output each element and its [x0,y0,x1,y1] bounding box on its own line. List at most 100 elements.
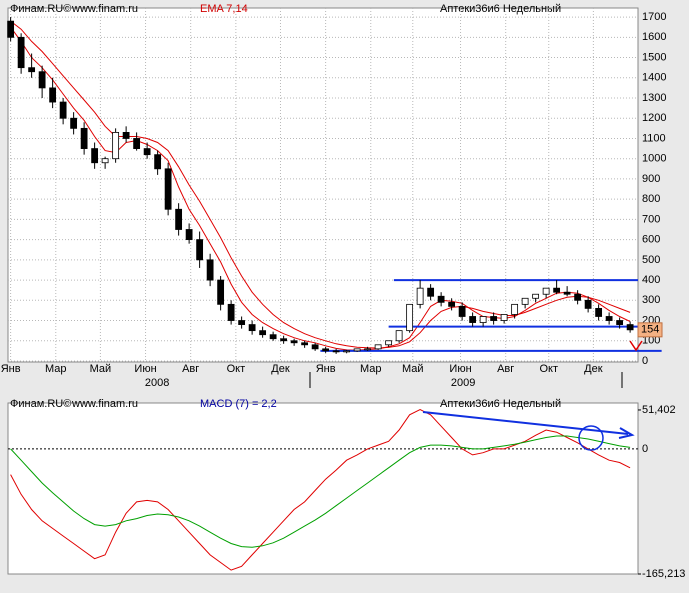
candle-body [217,279,225,305]
y-tick-label: 1600 [642,31,666,43]
x-tick-label: Окт [227,363,246,375]
candle-body [469,316,477,323]
candle-body [28,67,36,73]
candle-body [427,287,435,297]
candle-body [59,101,67,119]
source: Финам.RU© [10,398,71,410]
candle-body [206,259,214,281]
candle-body [616,320,624,325]
candle-body [511,303,519,315]
candle-body [574,293,582,301]
x-tick-label: Мар [360,363,382,375]
x-tick-label: Дек [584,363,603,375]
candle-body [553,287,561,293]
y-tick-label: 1300 [642,92,666,104]
candle-body [301,342,309,346]
y-tick-label: 1400 [642,72,666,84]
candle-body [185,229,193,241]
candle-body [458,305,466,317]
candle-body [227,303,235,321]
candle-body [311,344,319,350]
y-tick-label: 100 [642,335,660,347]
x-tick-label: Янв [1,363,21,375]
candle-body [91,148,99,164]
candle-body [500,314,508,321]
last-price-box [637,322,663,338]
y-tick-label: 1100 [642,132,666,144]
source: Финам.RU© [10,3,71,15]
candle-body [122,132,130,139]
candle-body [563,291,571,295]
candle-body [101,158,109,164]
source-url: www.finam.ru [71,398,138,410]
last-price: 154 [641,324,659,336]
chart-title: Аптеки36и6 Недельный [440,3,561,15]
source-url: www.finam.ru [71,3,138,15]
macd-panel [7,402,639,575]
x-tick-label: Янв [316,363,336,375]
candle-body [49,87,57,103]
indicator: EMA 7,14 [200,3,248,15]
candle-body [70,117,78,129]
candle-body [175,208,183,230]
arrow-head [618,427,635,439]
x-tick-label: Июн [134,363,156,375]
candle-body [490,316,498,321]
circle-mark [578,425,604,451]
candle-body [521,297,529,305]
chart-title: Аптеки36и6 Недельный [440,398,561,410]
y-tick-label: 51,402 [642,404,676,416]
series-line [10,408,631,571]
candle-body [290,340,298,344]
price-panel [7,7,639,363]
candle-body [154,154,162,170]
candle-body [353,348,361,352]
candle-body [269,334,277,340]
candle-body [479,316,487,323]
candle-body [448,301,456,307]
x-tick-label: Дек [271,363,290,375]
candle-body [259,330,267,336]
series-line [10,435,631,548]
x-tick-label: Май [402,363,424,375]
y-tick-label: 800 [642,193,660,205]
candle-body [248,324,256,332]
indicator: MACD (7) = 2,2 [200,398,277,410]
x-tick-label: Июн [449,363,471,375]
candle-body [164,168,172,210]
y-tick-label: 700 [642,213,660,225]
candle-body [374,344,382,350]
candle-body [343,350,351,353]
y-tick-label: 600 [642,234,660,246]
candle-body [332,350,340,353]
y-tick-label: 400 [642,274,660,286]
candle-body [38,71,46,89]
candle-body [437,295,445,303]
candle-body [542,287,550,295]
candle-body [584,299,592,309]
marks: 0100200300400500600700800900100011001200… [1,8,685,580]
candle-body [416,287,424,305]
candle-body [532,293,540,299]
arrow-head [629,340,643,352]
candle-body [626,324,634,331]
year-label: 2008 [145,377,169,389]
candle-body [605,316,613,321]
candle-body [364,348,372,351]
x-tick-label: Авг [182,363,199,375]
x-tick-label: Мар [45,363,67,375]
candle-body [112,132,120,160]
candle-body [17,36,25,69]
x-tick-label: Май [90,363,112,375]
candle-body [322,348,330,352]
candle-body [80,127,88,149]
y-tick-label: 300 [642,294,660,306]
y-tick-label: 500 [642,254,660,266]
y-tick-label: 0 [642,443,648,455]
candle-body [196,239,204,261]
y-tick-label: 0 [642,355,648,367]
y-tick-label: 1700 [642,11,666,23]
candle-body [280,338,288,342]
candle-body [133,138,141,149]
